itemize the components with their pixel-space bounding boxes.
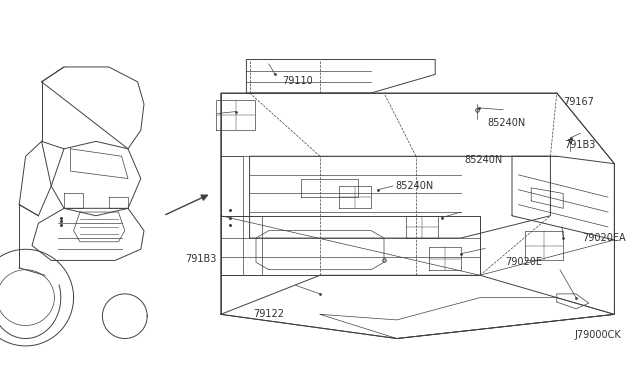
Text: 79122: 79122 (253, 309, 284, 319)
Text: 791B3: 791B3 (564, 140, 596, 150)
Text: 79020EA: 79020EA (582, 233, 626, 243)
Text: J79000CK: J79000CK (574, 330, 621, 340)
Text: 85240N: 85240N (488, 118, 526, 128)
Text: 85240N: 85240N (464, 155, 502, 165)
Text: 79167: 79167 (563, 97, 594, 107)
Text: 79020E: 79020E (506, 257, 543, 267)
Text: 79110: 79110 (282, 76, 313, 86)
Text: 791B3: 791B3 (185, 254, 216, 263)
Text: 85240N: 85240N (396, 181, 434, 191)
